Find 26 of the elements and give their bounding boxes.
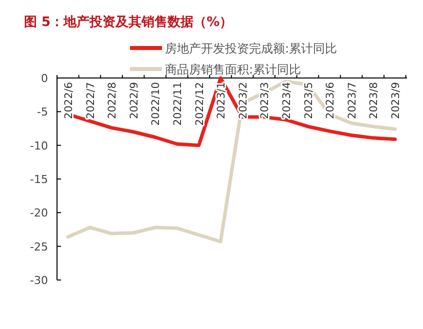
- x-tick-label: 2023/8: [368, 82, 380, 119]
- x-tick-label: 2022/12: [194, 82, 206, 126]
- x-tick-label: 2023/3: [259, 82, 272, 119]
- x-tick-label: 2022/11: [172, 82, 184, 126]
- x-tick-label: 2022/7: [84, 82, 97, 119]
- x-tick-label: 2023/9: [390, 82, 402, 119]
- x-tick-label: 2022/8: [106, 82, 119, 119]
- legend-label: 房地产开发投资完成额:累计同比: [165, 42, 338, 56]
- y-tick-label: -20: [30, 206, 48, 220]
- x-tick-label: 2023/2: [237, 82, 250, 119]
- y-tick-label: -30: [30, 274, 48, 287]
- x-tick-label: 2023/7: [346, 82, 358, 119]
- x-tick-label: 2023/1: [216, 82, 228, 119]
- legend-label: 商品房销售面积:累计同比: [165, 62, 302, 76]
- x-tick-label: 2023/5: [302, 82, 315, 119]
- x-tick-label: 2023/6: [324, 82, 337, 119]
- y-tick-label: -10: [30, 139, 48, 152]
- x-tick-label: 2023/4: [281, 82, 293, 119]
- chart-title: 图 5：地产投资及其销售数据（%）: [24, 14, 233, 30]
- x-tick-label: 2022/9: [128, 82, 140, 119]
- y-tick-label: 0: [41, 72, 48, 85]
- y-tick-label: -5: [37, 106, 48, 119]
- x-tick-label: 2022/10: [150, 82, 162, 126]
- y-tick-label: -25: [30, 240, 48, 254]
- y-tick-label: -15: [30, 173, 48, 186]
- x-tick-label: 2022/6: [63, 82, 75, 119]
